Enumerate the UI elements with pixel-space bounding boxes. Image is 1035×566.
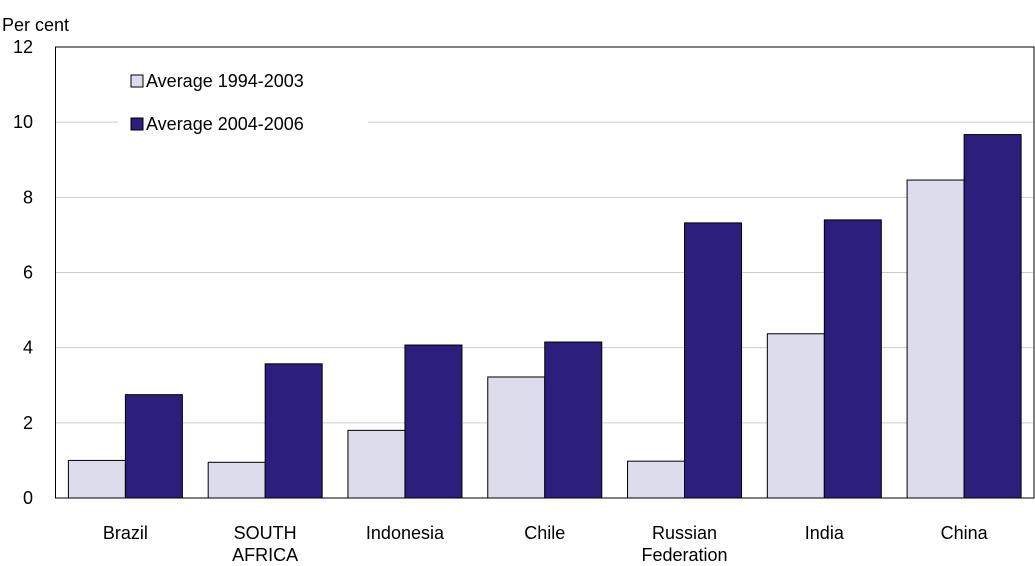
x-tick-label: Chile	[524, 523, 565, 543]
bar-avg-2004-2006	[544, 341, 603, 499]
legend-swatch	[130, 74, 144, 88]
x-tick-label: Indonesia	[366, 523, 445, 543]
y-tick-label: 4	[23, 338, 33, 358]
bars	[67, 134, 1022, 499]
y-axis-label: Per cent	[2, 15, 69, 35]
y-tick-label: 6	[23, 263, 33, 283]
x-tick-label: Brazil	[103, 523, 148, 543]
bar-avg-1994-2003	[906, 179, 965, 499]
legend-label: Average 1994-2003	[146, 71, 304, 91]
bar-avg-1994-2003	[627, 460, 686, 499]
bar-avg-2004-2006	[823, 219, 882, 499]
legend-swatch	[130, 117, 144, 131]
y-tick-label: 8	[23, 187, 33, 207]
bar-avg-2004-2006	[963, 134, 1022, 499]
y-tick-label: 0	[23, 488, 33, 508]
x-tick-label: India	[805, 523, 845, 543]
bar-avg-2004-2006	[684, 222, 743, 499]
plot-frame	[55, 46, 1035, 499]
bar-avg-1994-2003	[207, 461, 266, 499]
y-axis-ticks: 0 2 4 6 8 10 12	[13, 37, 33, 508]
bar-avg-2004-2006	[124, 394, 183, 499]
legend-label: Average 2004-2006	[146, 114, 304, 134]
legend-background	[118, 66, 368, 146]
bar-avg-2004-2006	[264, 363, 323, 499]
bar-avg-2004-2006	[404, 344, 463, 499]
bar-avg-1994-2003	[347, 429, 406, 499]
y-tick-label: 12	[13, 37, 33, 57]
bar-avg-1994-2003	[487, 376, 546, 499]
legend: Average 1994-2003 Average 2004-2006	[118, 66, 368, 146]
y-tick-label: 2	[23, 413, 33, 433]
x-axis-ticks: Brazil SOUTH AFRICA Indonesia Chile Russian Fe…	[103, 523, 989, 565]
bar-avg-1994-2003	[67, 459, 126, 499]
bar-avg-1994-2003	[766, 333, 825, 499]
x-tick-label: Russian Federation	[642, 523, 728, 565]
y-tick-label: 10	[13, 112, 33, 132]
x-tick-label: SOUTH AFRICA	[232, 523, 298, 565]
x-tick-label: China	[941, 523, 989, 543]
